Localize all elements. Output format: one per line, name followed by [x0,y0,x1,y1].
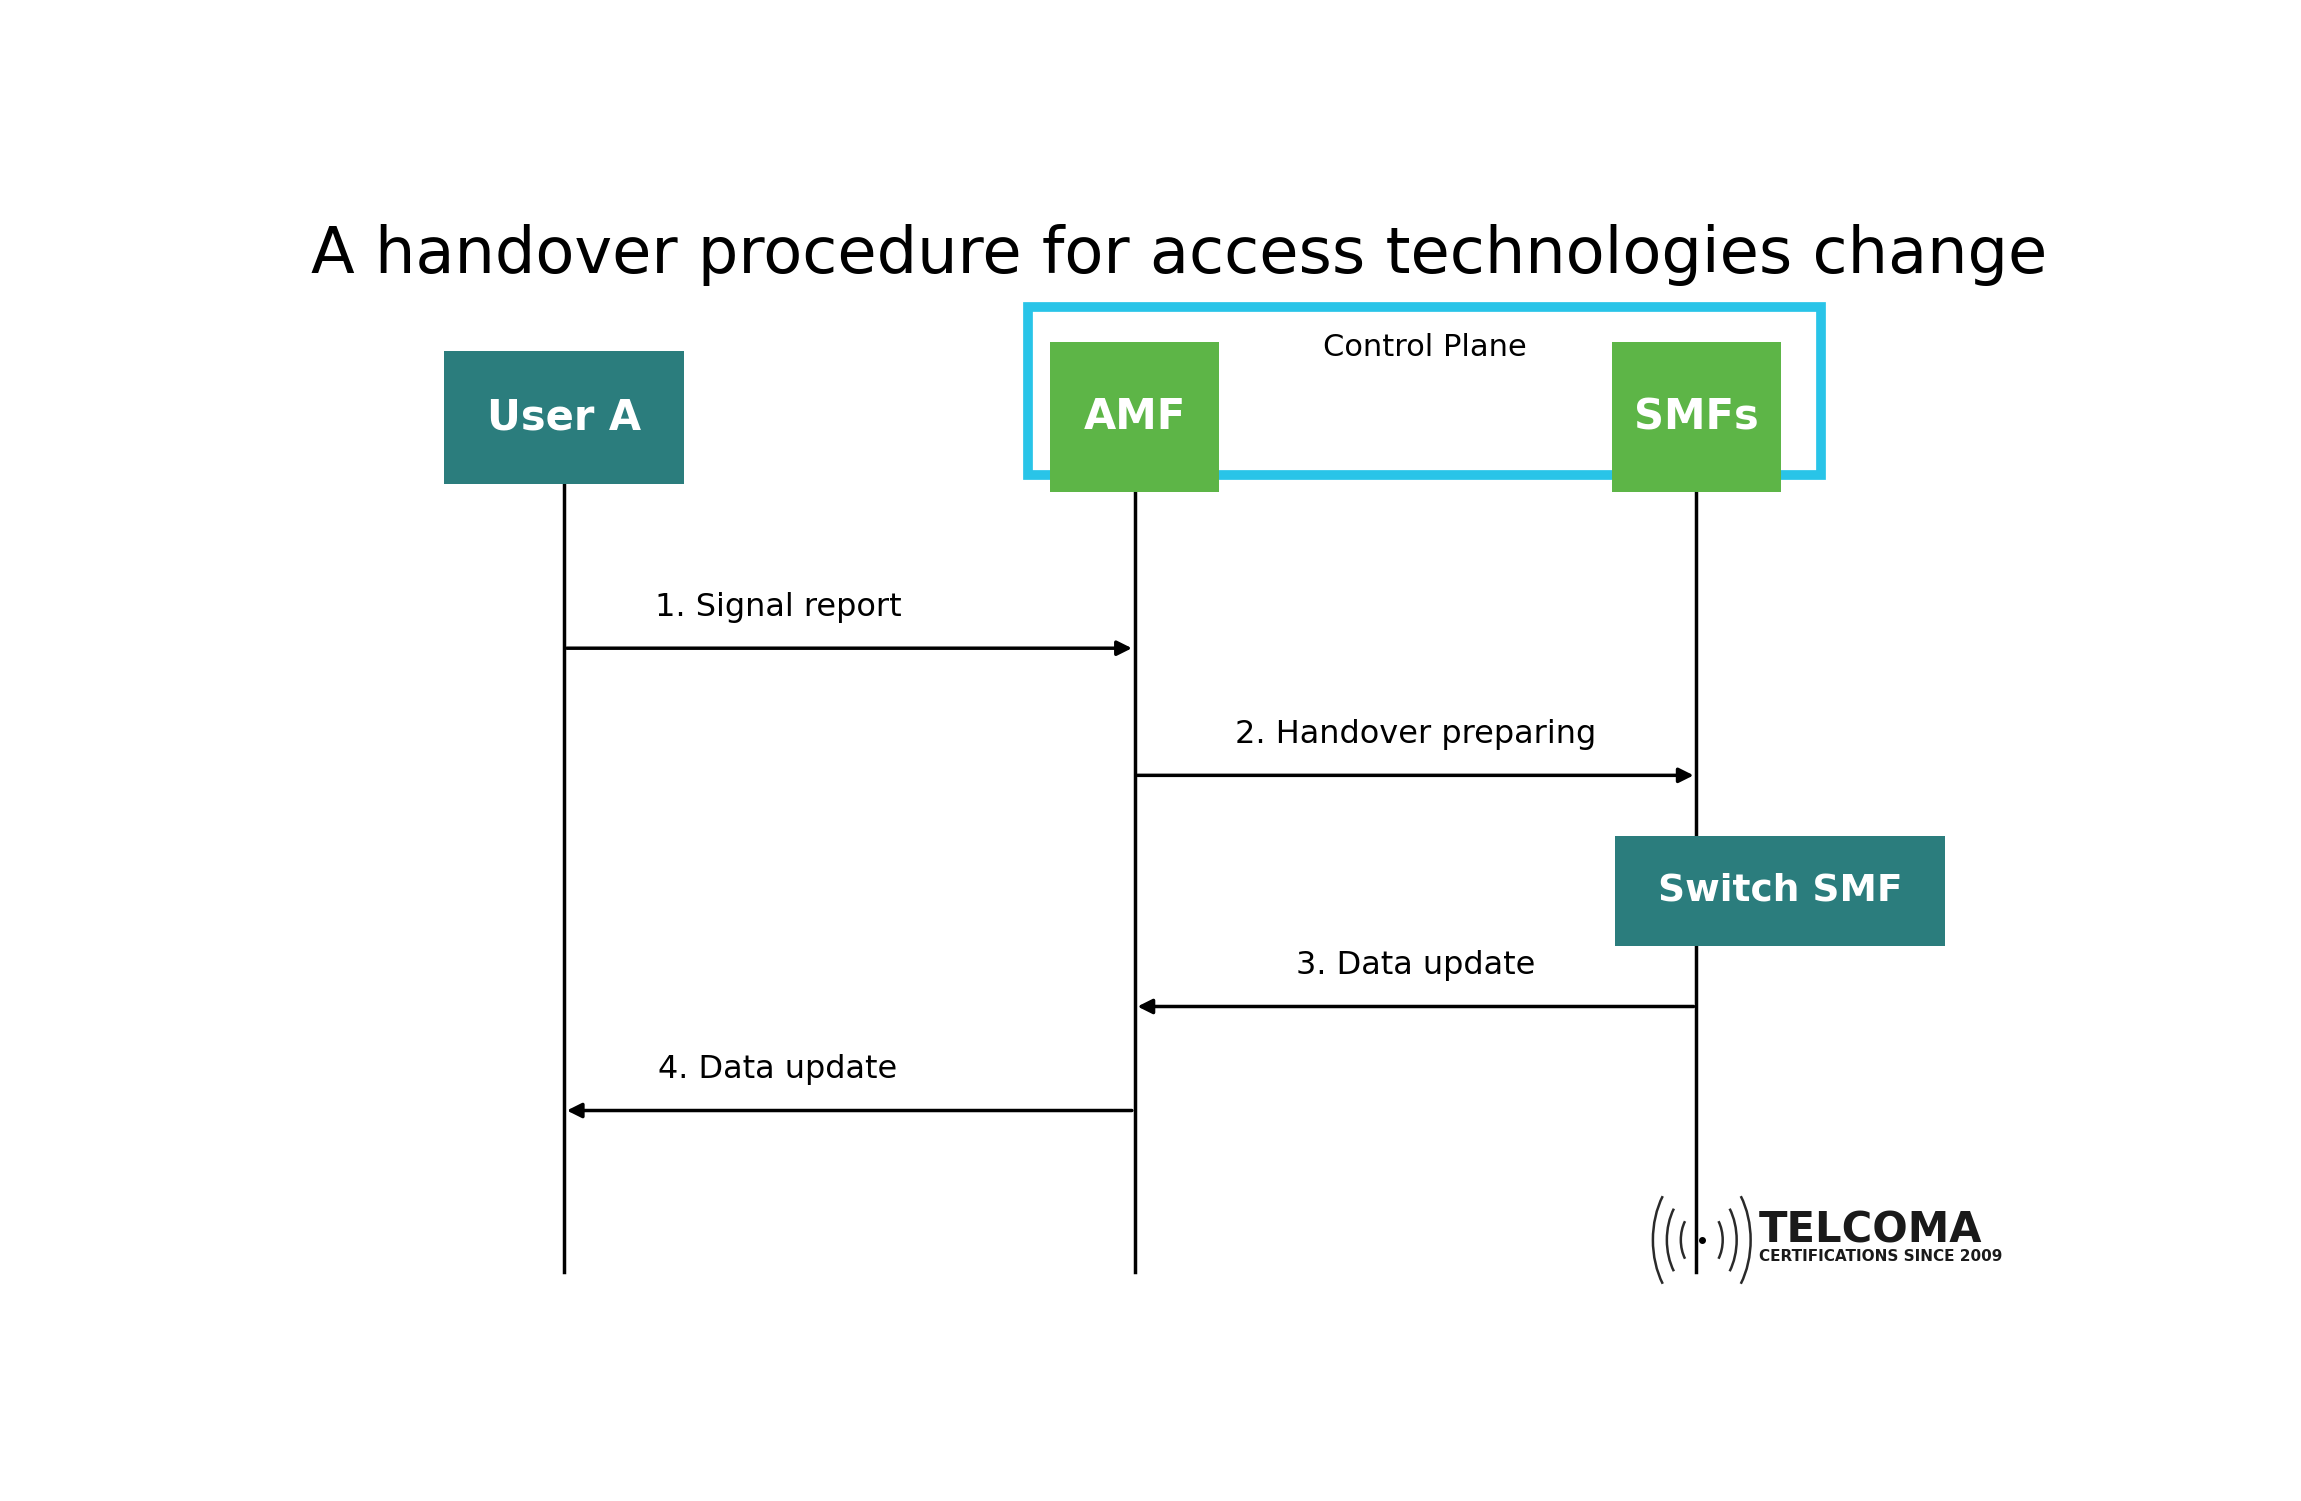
Text: TELCOMA: TELCOMA [1758,1210,1983,1252]
Text: 3. Data update: 3. Data update [1295,950,1535,982]
FancyBboxPatch shape [1029,308,1822,474]
Text: AMF: AMF [1084,396,1185,438]
Text: 4. Data update: 4. Data update [658,1054,897,1085]
Text: 2. Handover preparing: 2. Handover preparing [1236,719,1597,750]
Text: User A: User A [488,396,642,438]
Text: CERTIFICATIONS SINCE 2009: CERTIFICATIONS SINCE 2009 [1758,1249,2002,1264]
Text: SMFs: SMFs [1634,396,1758,438]
FancyBboxPatch shape [1049,342,1220,492]
Text: 1. Signal report: 1. Signal report [656,591,902,623]
Text: Switch SMF: Switch SMF [1659,874,1903,910]
FancyBboxPatch shape [1611,342,1781,492]
Text: A handover procedure for access technologies change: A handover procedure for access technolo… [311,224,2048,287]
Text: Control Plane: Control Plane [1323,333,1528,362]
FancyBboxPatch shape [1615,836,1944,946]
FancyBboxPatch shape [444,351,683,483]
